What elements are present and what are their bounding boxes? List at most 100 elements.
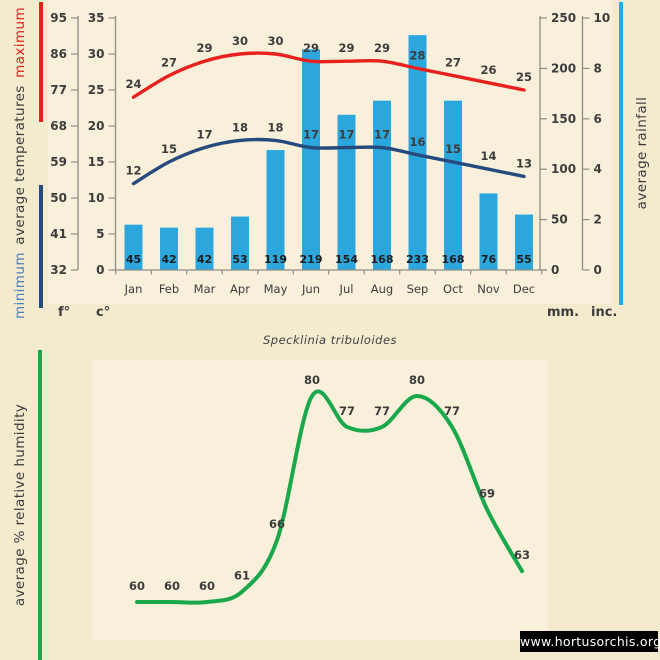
min-temp-line bbox=[131, 137, 526, 186]
rainfall-value: 53 bbox=[232, 253, 247, 266]
rainfall-value: 45 bbox=[126, 253, 141, 266]
min-temp-value: 15 bbox=[161, 142, 177, 156]
humidity-value: 61 bbox=[234, 569, 250, 583]
max-temp-value: 29 bbox=[374, 41, 390, 55]
rainfall-bar bbox=[266, 150, 285, 270]
max-temp-value: 24 bbox=[125, 77, 141, 91]
humidity-value: 77 bbox=[374, 404, 390, 418]
month-label: Oct bbox=[443, 282, 463, 296]
humidity-plot-area bbox=[92, 360, 548, 640]
tick-label: 5 bbox=[96, 227, 104, 241]
tick-label: 4 bbox=[594, 162, 602, 176]
rainfall-value: 154 bbox=[335, 253, 358, 266]
max-temp-value: 29 bbox=[338, 41, 354, 55]
tick-label: 68 bbox=[50, 119, 67, 133]
max-temp-value: 30 bbox=[232, 34, 248, 48]
tick-label: 50 bbox=[50, 191, 67, 205]
humidity-value: 60 bbox=[199, 579, 215, 593]
rainfall-value: 76 bbox=[481, 253, 497, 266]
tick-label: 100 bbox=[551, 162, 576, 176]
rainfall-bar bbox=[302, 49, 320, 270]
axes: 9586776859504132353025201510502502001501… bbox=[50, 11, 610, 277]
website-watermark: www.hortusorchis.org bbox=[520, 631, 660, 652]
min-temp-value: 17 bbox=[303, 128, 319, 142]
humidity-value: 60 bbox=[164, 579, 180, 593]
min-temp-line-labels: 12 15 17 18 18 17 17 17 16 15 14 13 bbox=[125, 120, 532, 177]
month-labels: Jan Feb Mar Apr May Jun Jul Aug Sep Oct Nov Dec bbox=[124, 282, 536, 296]
rainfall-bar bbox=[373, 100, 391, 270]
tick-label: 150 bbox=[551, 112, 576, 126]
rainfall-value: 42 bbox=[197, 253, 212, 266]
month-label: Jan bbox=[124, 282, 143, 296]
fahrenheit-unit-label: f° bbox=[58, 305, 71, 320]
rainfall-bar bbox=[515, 214, 533, 270]
month-label: Feb bbox=[159, 282, 179, 296]
month-label: Jun bbox=[301, 282, 320, 296]
month-label: Aug bbox=[371, 282, 393, 296]
rainfall-legend-bar bbox=[619, 2, 623, 305]
rainfall-bar bbox=[160, 227, 178, 270]
month-label: Apr bbox=[230, 282, 250, 296]
rainfall-value: 119 bbox=[264, 253, 287, 266]
rainfall-value: 55 bbox=[516, 253, 531, 266]
month-label: Sep bbox=[407, 282, 429, 296]
inches-axis: 10 8 6 4 2 0 bbox=[581, 11, 610, 277]
humidity-value: 77 bbox=[444, 404, 460, 418]
millimetres-unit-label: mm. bbox=[547, 305, 580, 320]
tick-label: 59 bbox=[50, 155, 67, 169]
rainfall-value: 233 bbox=[406, 253, 429, 266]
tick-label: 77 bbox=[50, 83, 67, 97]
tick-label: 8 bbox=[594, 61, 602, 75]
inches-unit-label: inc. bbox=[591, 305, 618, 320]
rainfall-bars bbox=[124, 35, 533, 270]
humidity-legend-bar bbox=[38, 350, 42, 660]
tick-label: 20 bbox=[88, 119, 105, 133]
tick-label: 86 bbox=[50, 47, 67, 61]
max-temp-value: 25 bbox=[516, 70, 532, 84]
min-temp-value: 13 bbox=[516, 156, 532, 170]
tick-label: 10 bbox=[88, 191, 105, 205]
tick-label: 25 bbox=[88, 83, 105, 97]
month-label: Jul bbox=[339, 282, 354, 296]
rainfall-bar bbox=[444, 100, 462, 270]
min-temp-value: 16 bbox=[409, 135, 425, 149]
rainfall-bar bbox=[408, 35, 427, 270]
tick-label: 41 bbox=[50, 227, 67, 241]
tick-label: 0 bbox=[551, 263, 559, 277]
month-label: May bbox=[264, 282, 288, 296]
tick-label: 95 bbox=[50, 11, 67, 25]
tick-label: 200 bbox=[551, 61, 576, 75]
max-temp-value: 27 bbox=[161, 56, 177, 70]
fahrenheit-axis: 95 86 77 68 59 50 41 32 bbox=[50, 11, 79, 277]
min-temp-value: 14 bbox=[480, 149, 496, 163]
tick-label: 30 bbox=[88, 47, 105, 61]
humidity-value: 77 bbox=[339, 404, 355, 418]
humidity-line bbox=[135, 389, 524, 605]
rainfall-value: 168 bbox=[371, 253, 394, 266]
celsius-axis: 35 30 25 20 15 10 5 0 bbox=[88, 11, 117, 277]
species-title: Specklinia tribuloides bbox=[262, 333, 398, 347]
rainfall-value: 42 bbox=[161, 253, 176, 266]
max-temp-value: 30 bbox=[267, 34, 283, 48]
millimetres-axis: 250 200 150 100 50 0 bbox=[539, 11, 576, 277]
rainfall-bar bbox=[124, 224, 143, 270]
month-label: Dec bbox=[513, 282, 535, 296]
max-temp-value: 26 bbox=[480, 63, 496, 77]
tick-label: 32 bbox=[50, 263, 67, 277]
max-temp-value: 29 bbox=[196, 41, 212, 55]
minimum-legend-bar bbox=[39, 185, 43, 308]
tick-label: 35 bbox=[88, 11, 105, 25]
tick-label: 15 bbox=[88, 155, 105, 169]
rainfall-value: 168 bbox=[442, 253, 465, 266]
month-label: Nov bbox=[477, 282, 500, 296]
rainfall-value: 219 bbox=[300, 253, 323, 266]
humidity-value: 63 bbox=[514, 548, 530, 562]
rainfall-bar bbox=[231, 216, 249, 270]
min-temp-value: 18 bbox=[267, 120, 283, 134]
celsius-unit-label: c° bbox=[96, 305, 111, 320]
min-temp-value: 18 bbox=[232, 120, 248, 134]
min-temp-value: 17 bbox=[196, 128, 212, 142]
max-temp-value: 29 bbox=[303, 41, 319, 55]
